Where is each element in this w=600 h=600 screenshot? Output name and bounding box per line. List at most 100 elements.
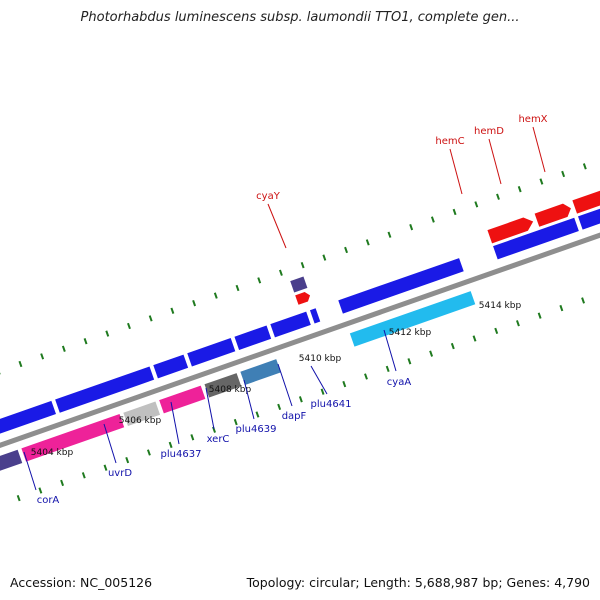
gene-plu4637-leader (170, 401, 180, 445)
gene-cyaA-block[interactable] (349, 291, 476, 347)
gene-cyaY-leader (267, 203, 287, 249)
genome-backbone (0, 194, 600, 478)
scale-label: 5412 kbp (389, 328, 432, 338)
gene-xerC-leader (205, 387, 215, 430)
scale-tick (233, 418, 238, 426)
cds-block[interactable] (270, 311, 311, 338)
scale-tick (581, 297, 585, 304)
gene-cyaA-leader (383, 329, 397, 372)
gene-label-plu4641[interactable]: plu4641 (311, 399, 352, 410)
scale-tick (450, 342, 455, 350)
scale-label: 5410 kbp (299, 354, 342, 364)
cds-block[interactable] (577, 197, 600, 230)
scale-tick (494, 327, 499, 335)
gene-label-hemC[interactable]: hemC (435, 136, 464, 147)
plus-strand-track (0, 183, 600, 465)
scale-tick (18, 360, 23, 368)
cds-block[interactable] (493, 217, 579, 260)
scale-tick (40, 353, 45, 360)
scale-tick (168, 441, 173, 449)
gene-hemD-arrow[interactable] (534, 202, 574, 227)
scale-tick (60, 479, 65, 487)
scale-label-layer: 5404 kbp 5406 kbp 5408 kbp 5410 kbp 5412 kbp… (31, 301, 522, 458)
gene-hemD-leader (488, 138, 502, 185)
cds-block[interactable] (187, 338, 236, 367)
gene-plu4639-leader (243, 379, 255, 420)
scale-tick (539, 178, 544, 185)
scale-label: 5406 kbp (119, 416, 162, 426)
scale-tick (385, 365, 390, 373)
gene-hemX-arrow[interactable] (572, 183, 600, 214)
scale-tick (516, 320, 520, 327)
gene-cyaY-arrow[interactable] (295, 291, 312, 305)
gene-plu4637-block[interactable] (123, 401, 161, 426)
gene-label-hemD[interactable]: hemD (474, 126, 504, 137)
cds-block[interactable] (55, 366, 155, 413)
gene-label-plu4639[interactable]: plu4639 (236, 424, 277, 435)
gene-corA-block[interactable] (0, 449, 23, 478)
genome-info-label: Topology: circular; Length: 5,688,987 bp… (246, 575, 590, 590)
tick-layer (0, 163, 587, 502)
scale-tick (257, 277, 262, 284)
cds-block[interactable] (338, 258, 464, 314)
gene-plu4641-leader (310, 365, 328, 395)
scale-tick (277, 403, 282, 411)
scale-tick (344, 246, 348, 254)
gene-label-cyaY[interactable]: cyaY (256, 191, 281, 202)
scale-tick (320, 388, 325, 395)
scale-tick (170, 307, 175, 314)
scale-tick (537, 312, 542, 319)
scale-tick (496, 193, 500, 200)
scale-tick (407, 358, 412, 365)
scale-tick (300, 262, 305, 269)
gene-dapF-block[interactable] (240, 359, 281, 385)
scale-tick (16, 494, 21, 502)
map-title: Photorhabdus luminescens subsp. laumondi… (80, 10, 520, 25)
gene-corA-leader (23, 451, 37, 491)
gene-label-hemX[interactable]: hemX (518, 114, 547, 125)
minus-strand-track (0, 291, 476, 478)
scale-tick (561, 170, 566, 178)
scale-tick (235, 284, 240, 292)
gene-plu4639-block[interactable] (204, 373, 242, 398)
scale-tick (61, 345, 66, 352)
gene-hemX-leader (532, 126, 546, 173)
scale-tick (255, 411, 260, 418)
scale-tick (452, 208, 457, 216)
scale-tick (192, 300, 197, 307)
gene-label-plu4637[interactable]: plu4637 (161, 449, 202, 460)
gene-label-cyaA[interactable]: cyaA (387, 377, 412, 388)
cds-block[interactable] (153, 354, 189, 379)
gene-hemC-arrow[interactable] (487, 215, 535, 244)
scale-tick (409, 224, 414, 231)
gene-label-xerC[interactable]: xerC (207, 434, 230, 445)
scale-tick (430, 216, 435, 223)
cds-block[interactable] (309, 308, 321, 324)
scale-tick (83, 338, 88, 345)
scale-tick (387, 231, 392, 238)
scale-tick (582, 163, 587, 170)
scale-tick (365, 239, 370, 246)
gene-label-layer: hemC hemD hemX cyaY corA uvrD plu4637 xerC plu46… (23, 114, 548, 506)
gene-label-corA[interactable]: corA (37, 495, 60, 506)
gene-xerC-block[interactable] (159, 385, 206, 414)
gene-label-dapF[interactable]: dapF (282, 411, 307, 422)
scale-label: 5408 kbp (209, 385, 252, 395)
scale-label: 5404 kbp (31, 448, 74, 458)
cds-block[interactable] (290, 276, 308, 293)
scale-tick (105, 330, 110, 337)
scale-tick (146, 449, 151, 456)
scale-tick (213, 292, 218, 299)
cds-block[interactable] (234, 325, 272, 350)
accession-label: Accession: NC_005126 (10, 575, 153, 590)
gene-label-uvrD[interactable]: uvrD (108, 468, 132, 479)
scale-tick (125, 456, 130, 464)
scale-tick (81, 472, 86, 479)
scale-tick (148, 315, 153, 322)
gene-uvrD-leader (103, 423, 117, 464)
gene-hemC-leader (449, 148, 463, 195)
cds-block[interactable] (0, 400, 56, 465)
scale-tick (472, 335, 477, 342)
gene-uvrD-block[interactable] (21, 414, 125, 462)
